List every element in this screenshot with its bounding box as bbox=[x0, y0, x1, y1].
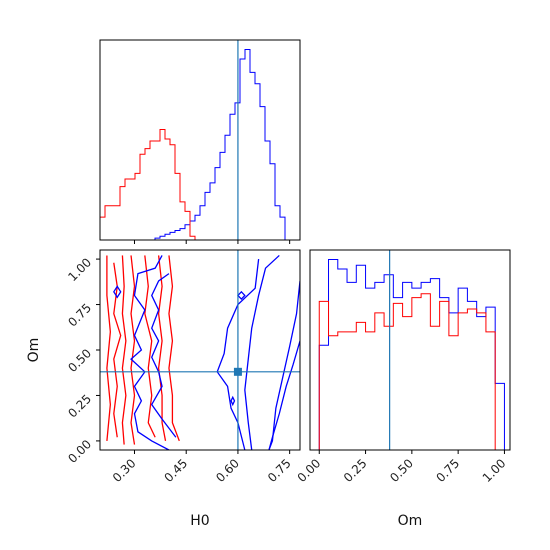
contour-blue-5 bbox=[150, 273, 177, 438]
tick-label-om-y-0: 0.00 bbox=[65, 437, 94, 466]
tick-label-om-0: 0.00 bbox=[295, 456, 324, 485]
tick-label-om-y-1: 0.25 bbox=[65, 392, 94, 421]
frame-histogram-h0 bbox=[99, 39, 301, 241]
contour-blue-loop-0 bbox=[113, 285, 122, 299]
contour-blue-loop-2 bbox=[230, 395, 236, 407]
histogram-om-red bbox=[318, 293, 505, 450]
tick-label-om-3: 0.75 bbox=[433, 456, 462, 485]
tick-label-om-4: 1.00 bbox=[480, 456, 509, 485]
histogram-h0-series bbox=[100, 49, 286, 240]
histogram-h0-blue bbox=[100, 49, 286, 240]
contour-blue-0 bbox=[244, 254, 280, 450]
contour-red-3 bbox=[130, 255, 136, 445]
joint-contours bbox=[106, 254, 300, 450]
contour-blue-3 bbox=[216, 259, 260, 450]
contour-red-4 bbox=[144, 255, 156, 438]
contour-blue-loop-1 bbox=[237, 290, 246, 301]
panel-joint-h0-om: 0.30 0.45 0.60 0.75 0.00 0.25 0.50 0.75 1.00 bbox=[65, 249, 301, 485]
contour-red-2 bbox=[121, 255, 127, 445]
tick-label-h0-2: 0.60 bbox=[213, 456, 242, 485]
histogram-om-blue bbox=[318, 259, 505, 450]
contour-blue-2 bbox=[268, 340, 300, 450]
histogram-h0-red bbox=[100, 129, 200, 240]
xlabel-h0: H0 bbox=[190, 513, 209, 529]
tick-label-h0-1: 0.45 bbox=[162, 456, 191, 485]
xlabel-om: Om bbox=[398, 513, 423, 529]
frame-histogram-om bbox=[309, 249, 511, 451]
contour-red-0 bbox=[106, 255, 111, 441]
contour-red-1 bbox=[113, 262, 122, 438]
panel-histogram-om: 0.00 0.25 0.50 0.75 1.00 bbox=[295, 249, 511, 485]
tick-label-om-1: 0.25 bbox=[341, 456, 370, 485]
contour-blue-4 bbox=[130, 255, 170, 450]
tick-label-om-y-3: 0.75 bbox=[65, 301, 94, 330]
contour-red-5 bbox=[157, 255, 167, 442]
tick-label-om-y-4: 1.00 bbox=[65, 255, 94, 284]
truth-marker bbox=[233, 367, 242, 376]
tick-label-h0-0: 0.30 bbox=[110, 456, 139, 485]
tick-label-om-y-2: 0.50 bbox=[65, 346, 94, 375]
contour-blue-1 bbox=[268, 280, 300, 450]
tick-label-om-2: 0.50 bbox=[387, 456, 416, 485]
panel-histogram-h0 bbox=[99, 39, 301, 244]
contour-red-6 bbox=[168, 255, 180, 442]
tick-label-h0-3: 0.75 bbox=[265, 456, 294, 485]
ylabel-om: Om bbox=[26, 338, 42, 363]
frame-joint bbox=[99, 249, 301, 451]
histogram-om-series bbox=[318, 259, 505, 450]
